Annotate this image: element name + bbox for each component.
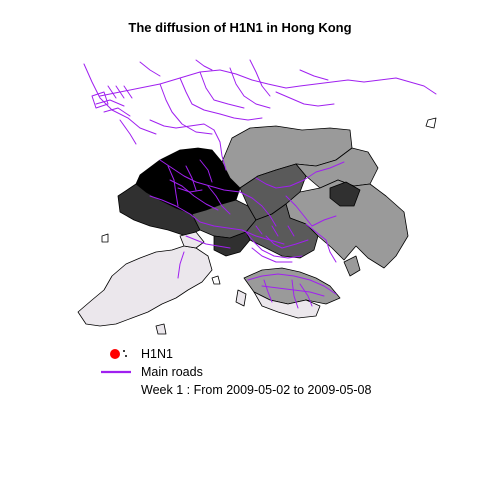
district-ma-on-shan bbox=[329, 181, 361, 207]
legend-h1n1-label: H1N1 bbox=[141, 347, 173, 361]
district-southern bbox=[253, 291, 321, 319]
district-east-islet bbox=[343, 255, 361, 277]
red-dot-icon-tail-2 bbox=[125, 355, 127, 357]
red-dot-icon bbox=[110, 349, 120, 359]
red-dot-icon-tail bbox=[123, 350, 125, 352]
district-tiny-islet-2 bbox=[101, 233, 109, 243]
legend-roads-label: Main roads bbox=[141, 365, 203, 379]
district-polygons bbox=[77, 117, 437, 335]
district-tai-po bbox=[295, 147, 379, 189]
district-islands bbox=[77, 245, 213, 327]
district-cheung-chau bbox=[155, 323, 167, 335]
main-roads bbox=[83, 59, 437, 309]
district-northeast-islet bbox=[425, 117, 437, 129]
district-lamma bbox=[235, 289, 247, 307]
district-tiny-islet bbox=[211, 275, 221, 285]
legend-period-label: Week 1 : From 2009-05-02 to 2009-05-08 bbox=[141, 383, 372, 397]
district-kwai-tsing bbox=[213, 231, 251, 257]
map-title: The diffusion of H1N1 in Hong Kong bbox=[128, 20, 352, 35]
